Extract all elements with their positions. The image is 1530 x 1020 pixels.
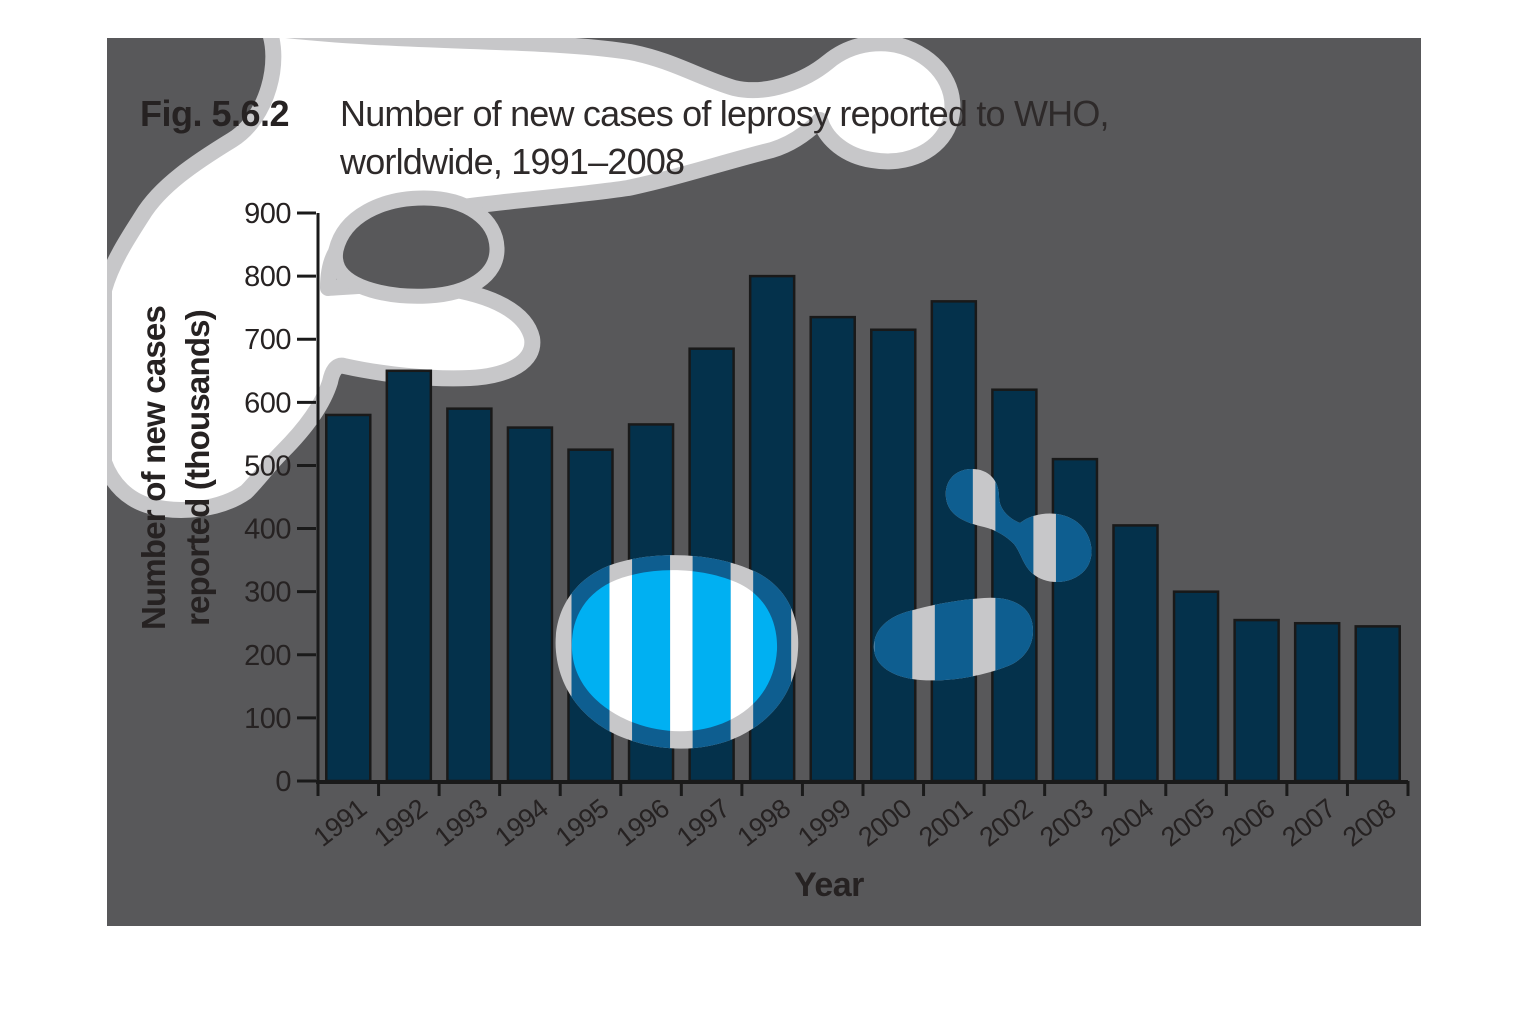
bar-2007 [1293,621,1341,783]
bar-1993 [446,407,493,783]
bar-1999 [809,315,856,783]
bar-2006 [1233,618,1280,783]
y-axis-title-line2: reported (thousands) [179,310,216,626]
y-tick-label: 600 [244,387,291,419]
x-axis-title: Year [794,866,864,904]
bar-1991 [325,413,372,783]
bar-2001 [930,300,978,783]
y-tick-label: 300 [244,577,291,609]
bar-2008 [1354,625,1401,783]
y-tick-label: 0 [275,766,291,798]
y-axis-ticks: 0 100 200 300 400 500 600 700 800 900 [244,198,316,798]
figure-number-label: Fig. 5.6.2 [140,93,289,134]
y-axis-title-line1: Number of new cases [135,306,172,630]
figure-title-line2: worldwide, 1991–2008 [339,141,684,182]
bar-1992 [385,369,433,783]
figure-title-line1: Number of new cases of leprosy reported … [340,93,1109,134]
bar-2000 [870,328,917,783]
y-tick-label: 900 [244,198,291,230]
cloud-island [327,190,505,304]
bar-2005 [1172,590,1220,783]
y-tick-label: 700 [244,324,291,356]
y-tick-label: 200 [244,640,291,672]
bar-2002 [991,388,1038,783]
y-tick-label: 500 [244,450,291,482]
y-tick-label: 100 [244,703,291,735]
bar-1994 [506,426,554,783]
x-axis-ticks [316,781,1410,796]
bar-2003 [1051,457,1099,783]
y-tick-label: 800 [244,261,291,293]
y-tick-label: 400 [244,514,291,546]
bar-2004 [1112,524,1159,783]
